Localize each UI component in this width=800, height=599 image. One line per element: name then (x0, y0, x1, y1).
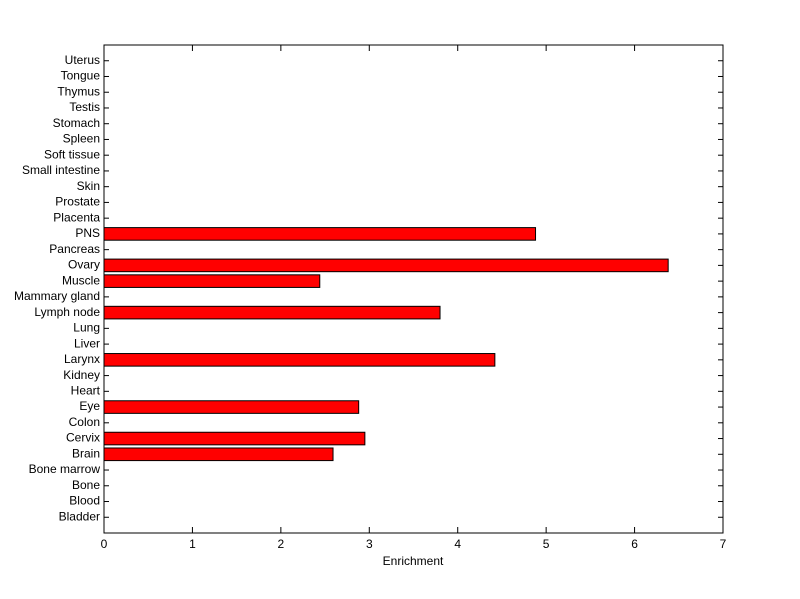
y-tick-label: Placenta (53, 210, 100, 224)
y-tick-label: Stomach (53, 116, 100, 130)
bar (103, 305, 441, 320)
y-tick-label: Cervix (66, 431, 100, 445)
y-tick-label: Mammary gland (14, 289, 100, 303)
x-axis-label: Enrichment (383, 554, 444, 568)
y-tick-label: Spleen (63, 132, 100, 146)
y-tick-label: Pancreas (49, 242, 100, 256)
y-tick-label: Testis (69, 100, 100, 114)
x-tick-label: 3 (366, 537, 373, 551)
bar (103, 431, 366, 446)
y-tick-label: PNS (75, 226, 100, 240)
y-tick-label: Eye (79, 399, 100, 413)
y-tick-label: Uterus (65, 53, 100, 67)
y-tick-label: Brain (72, 446, 100, 460)
bar (103, 353, 496, 367)
y-tick-label: Liver (74, 336, 100, 350)
y-tick-label: Blood (69, 494, 100, 508)
bar (103, 227, 537, 241)
bar (103, 258, 669, 273)
y-tick-label: Prostate (55, 195, 100, 209)
x-tick-label: 7 (720, 537, 727, 551)
y-tick-label: Bone (72, 478, 100, 492)
y-tick-label: Bone marrow (29, 462, 101, 476)
y-tick-label: Tongue (61, 69, 101, 83)
y-tick-label: Bladder (59, 509, 100, 523)
y-tick-label: Small intestine (22, 163, 100, 177)
bar (103, 274, 321, 288)
y-tick-label: Muscle (62, 273, 100, 287)
x-tick-label: 6 (631, 537, 638, 551)
x-tick-label: 1 (189, 537, 196, 551)
y-tick-label: Kidney (63, 368, 100, 382)
y-tick-label: Soft tissue (44, 147, 100, 161)
bar (103, 447, 334, 462)
plot-frame (103, 44, 724, 534)
y-tick-label: Thymus (57, 84, 100, 98)
y-tick-label: Colon (69, 415, 100, 429)
x-tick-label: 0 (101, 537, 108, 551)
y-tick-label: Lymph node (34, 305, 100, 319)
y-tick-label: Ovary (68, 258, 100, 272)
bar (103, 400, 360, 414)
x-tick-label: 5 (543, 537, 550, 551)
x-tick-label: 4 (454, 537, 461, 551)
y-tick-label: Heart (71, 383, 101, 397)
y-tick-label: Larynx (64, 352, 100, 366)
y-tick-label: Lung (73, 321, 100, 335)
x-tick-label: 2 (278, 537, 285, 551)
y-tick-label: Skin (77, 179, 100, 193)
